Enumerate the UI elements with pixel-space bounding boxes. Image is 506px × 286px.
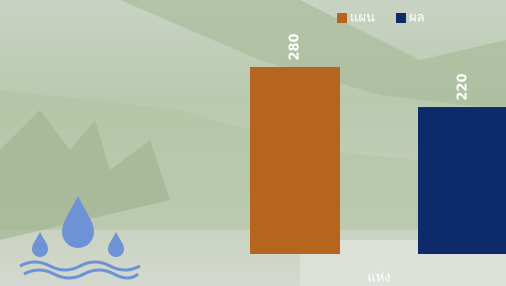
legend-label: แผน [350, 11, 375, 26]
bar [418, 107, 506, 254]
data-label: 220 [456, 73, 471, 100]
legend-swatch [337, 13, 347, 23]
x-tick-label: แห่ง [367, 271, 390, 286]
legend-label: ผล [409, 11, 425, 26]
page: {"chart_data": {"type": "bar", "categori… [0, 0, 506, 286]
legend-swatch [396, 13, 406, 23]
chart: แห่ง 280 220 แผน ผล [0, 0, 506, 286]
bar [250, 67, 340, 254]
data-label: 280 [288, 33, 303, 60]
